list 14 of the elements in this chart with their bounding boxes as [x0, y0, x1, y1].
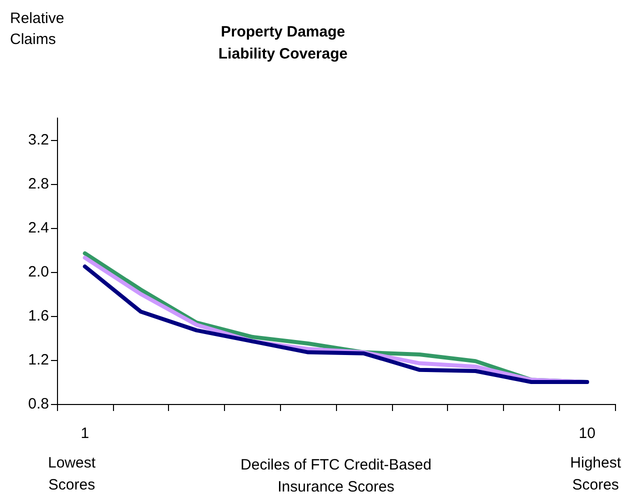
x-axis-title: Deciles of FTC Credit-Based Insurance Scores	[240, 456, 432, 496]
x-tick-label: 1	[80, 425, 90, 442]
y-tick-label: 1.2	[28, 352, 49, 368]
y-tick-label: 2.0	[28, 264, 49, 280]
y-axis-title: Relative Claims	[10, 10, 64, 48]
y-tick-label: 1.6	[28, 308, 49, 324]
y-tick-label: 2.4	[28, 220, 49, 236]
chart-title: Property Damage Liability Coverage	[218, 24, 348, 62]
x-tick-label: 10	[578, 425, 596, 442]
text: Highest Scores	[570, 454, 622, 494]
y-tick-label: 2.8	[28, 176, 49, 192]
y-tick-label: 0.8	[28, 396, 49, 412]
text: Lowest Scores	[48, 454, 96, 494]
y-tick-label: 3.2	[28, 132, 49, 148]
